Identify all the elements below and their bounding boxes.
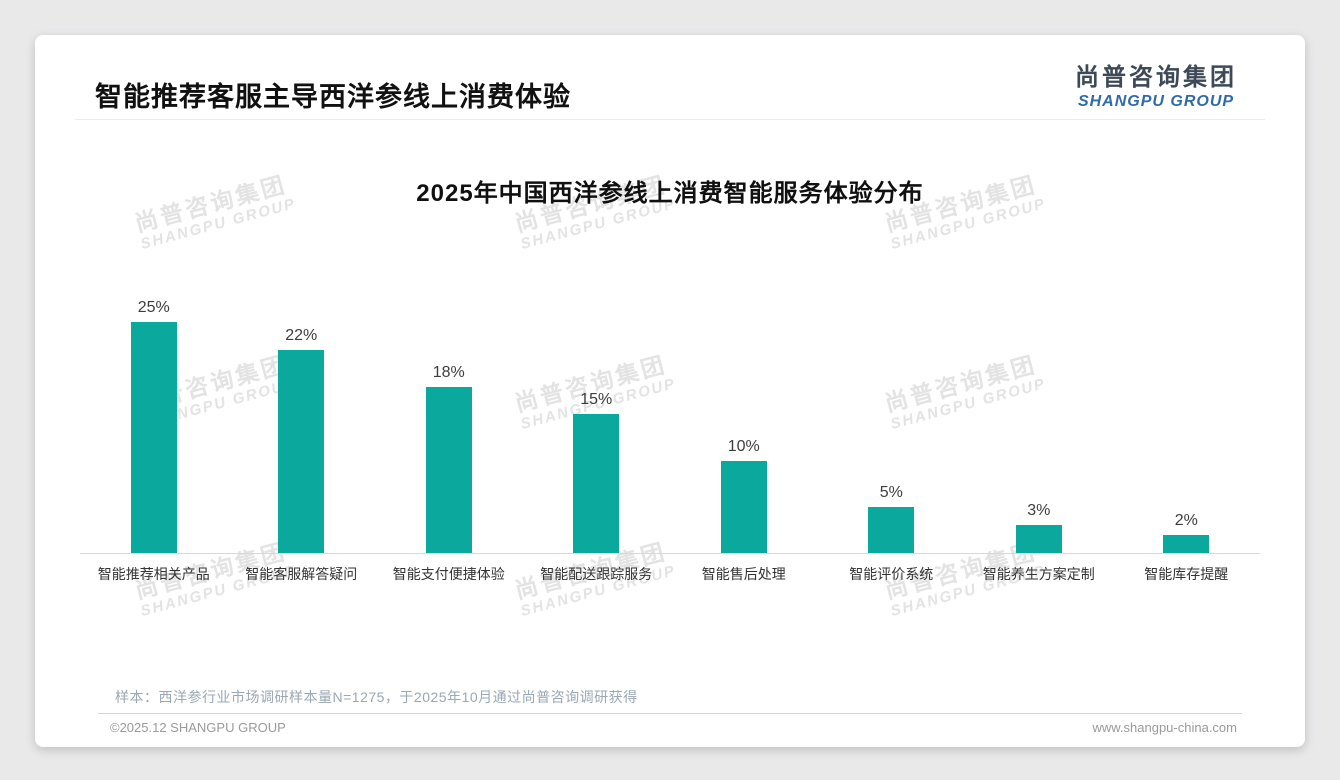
category-axis: 智能推荐相关产品 智能客服解答疑问 智能支付便捷体验 智能配送跟踪服务 智能售后处理 智能… bbox=[80, 564, 1260, 584]
bar-value-label: 3% bbox=[1027, 502, 1051, 519]
bar-column: 22% bbox=[228, 273, 376, 553]
bar-value-label: 25% bbox=[137, 299, 170, 316]
website-url: www.shangpu-china.com bbox=[1092, 720, 1237, 735]
category-label: 智能养生方案定制 bbox=[982, 566, 1095, 582]
page-title: 智能推荐客服主导西洋参线上消费体验 bbox=[95, 82, 571, 112]
company-logo: 尚普咨询集团 SHANGPU GROUP bbox=[1075, 57, 1237, 111]
copyright-text: ©2025.12 SHANGPU GROUP bbox=[110, 720, 286, 735]
bar-value-label: 22% bbox=[285, 327, 318, 344]
footer: ©2025.12 SHANGPU GROUP www.shangpu-china… bbox=[110, 720, 1237, 735]
footer-divider bbox=[98, 713, 1242, 714]
category-label: 智能客服解答疑问 bbox=[245, 566, 358, 582]
category-label: 智能评价系统 bbox=[849, 566, 934, 582]
bar-value-label: 18% bbox=[432, 364, 465, 381]
bar bbox=[1163, 535, 1210, 553]
category-label: 智能售后处理 bbox=[701, 566, 786, 582]
header-divider bbox=[75, 119, 1265, 120]
bar bbox=[425, 387, 472, 553]
category-label: 智能推荐相关产品 bbox=[97, 566, 210, 582]
sample-note: 样本：西洋参行业市场调研样本量N=1275，于2025年10月通过尚普咨询调研获… bbox=[115, 689, 638, 705]
bar-column: 2% bbox=[1113, 273, 1261, 553]
logo-en-text: SHANGPU GROUP bbox=[1077, 93, 1235, 110]
category-label: 智能配送跟踪服务 bbox=[540, 566, 653, 582]
bar-column: 15% bbox=[523, 273, 671, 553]
bar-column: 10% bbox=[670, 273, 818, 553]
report-card: 尚普咨询集团 SHANGPU GROUP 尚普咨询集团 SHANGPU GROUP 尚普… bbox=[35, 35, 1305, 747]
bar bbox=[868, 507, 915, 553]
bar-value-label: 5% bbox=[879, 484, 903, 501]
bar-column: 5% bbox=[818, 273, 966, 553]
bar bbox=[130, 322, 177, 553]
bar-chart: 25% 22% 18% 15% 10% 5% 3% 2% bbox=[80, 273, 1260, 553]
bar-value-label: 10% bbox=[727, 438, 760, 455]
bar-column: 18% bbox=[375, 273, 523, 553]
bar bbox=[1015, 525, 1062, 553]
logo-cn-text: 尚普咨询集团 bbox=[1075, 64, 1237, 91]
bar bbox=[573, 414, 620, 553]
x-axis-line bbox=[80, 553, 1260, 554]
category-label: 智能支付便捷体验 bbox=[392, 566, 505, 582]
bar-value-label: 2% bbox=[1174, 512, 1198, 529]
bar-value-label: 15% bbox=[580, 391, 613, 408]
bar-column: 3% bbox=[965, 273, 1113, 553]
bar-column: 25% bbox=[80, 273, 228, 553]
chart-title: 2025年中国西洋参线上消费智能服务体验分布 bbox=[416, 180, 924, 207]
bar bbox=[720, 461, 767, 553]
category-label: 智能库存提醒 bbox=[1144, 566, 1229, 582]
bar bbox=[278, 350, 325, 553]
